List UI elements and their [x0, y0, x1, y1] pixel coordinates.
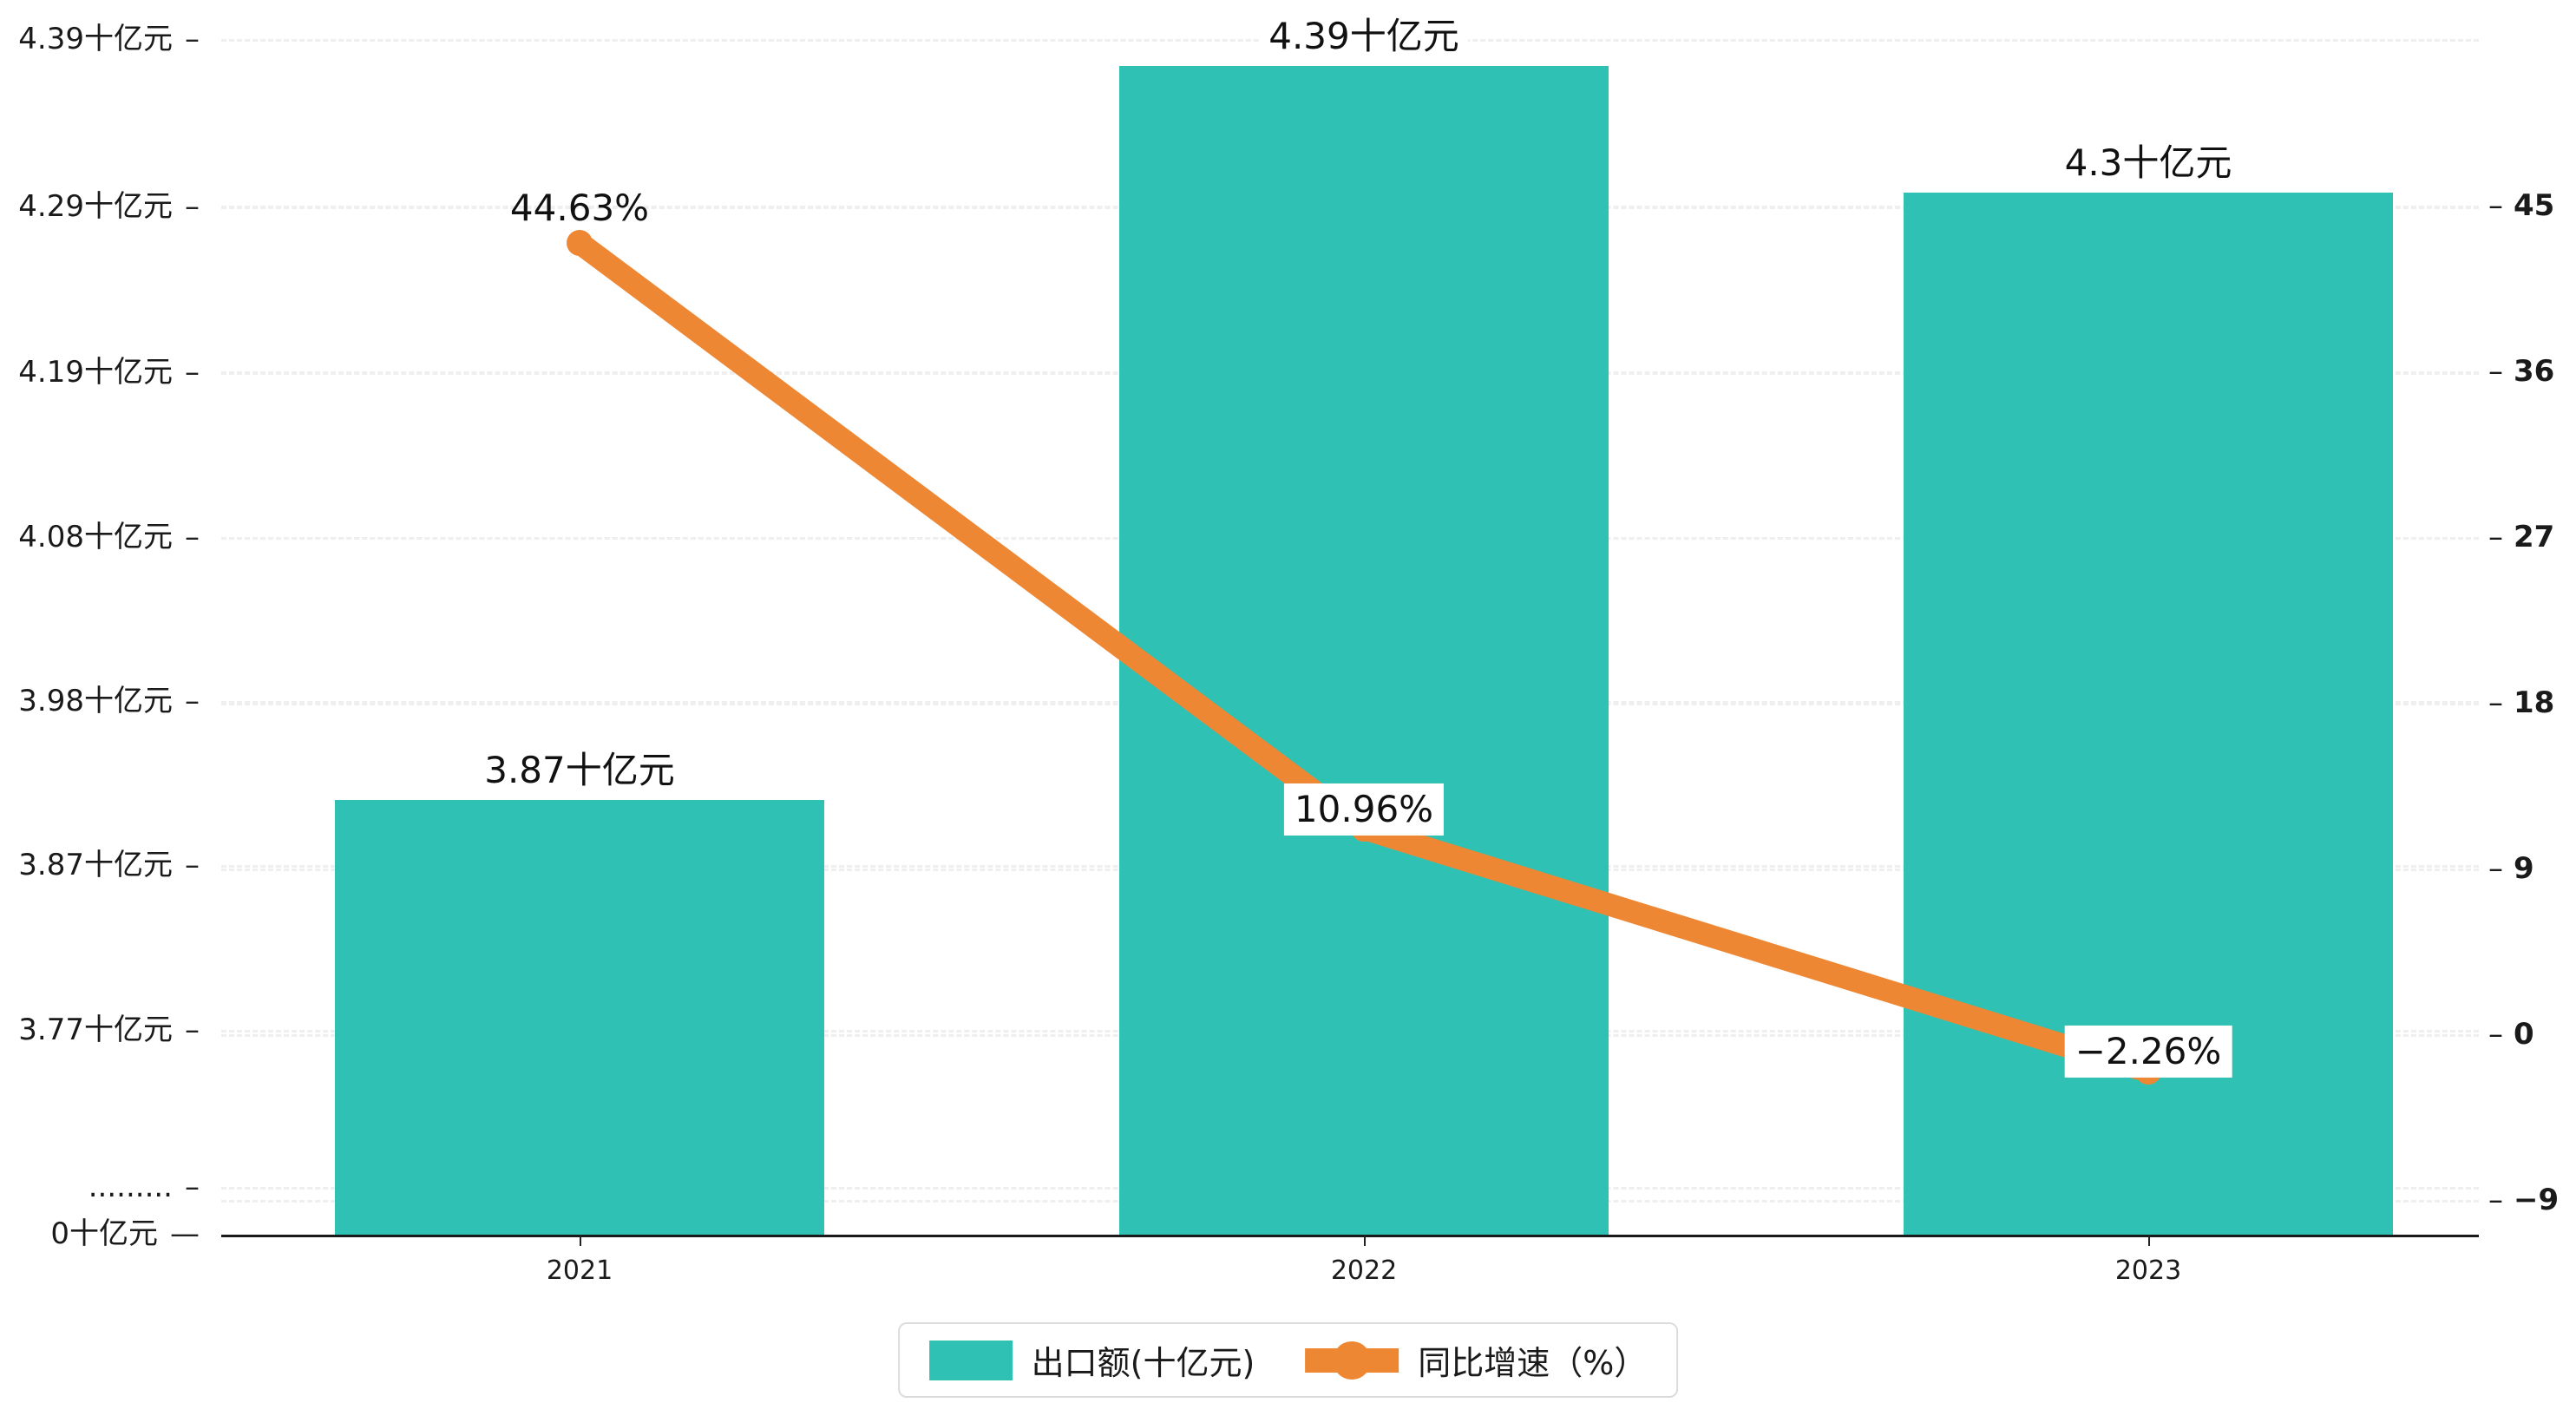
y-axis-left-tick: 4.08十亿元 – [18, 522, 200, 552]
tick-mark-icon: – [185, 1170, 200, 1204]
tick-mark-icon: – [185, 684, 200, 718]
y-axis-left-tick: 4.39十亿元 – [18, 24, 200, 54]
tick-mark-icon: – [185, 355, 200, 390]
line-value-label: −2.26% [2064, 1025, 2232, 1078]
y-axis-left-tick-label: ......... [88, 1170, 173, 1204]
y-axis-left-tick: 3.77十亿元 – [18, 1015, 200, 1045]
tick-mark-icon: – [185, 520, 200, 554]
y-axis-right-tick-label: 0 [2514, 1017, 2534, 1052]
y-axis-left-tick-label: 4.39十亿元 [18, 22, 173, 56]
tick-mark-icon: – [2488, 851, 2503, 886]
line-value-label: 44.63% [509, 186, 650, 229]
y-axis-right-tick: –45 [2488, 191, 2554, 220]
tick-mark-icon: – [2488, 354, 2503, 389]
legend[interactable]: 出口额(十亿元) 同比增速（%） [897, 1322, 1679, 1398]
y-axis-right-tick: –18 [2488, 688, 2554, 718]
y-axis-right-tick: –27 [2488, 522, 2554, 552]
y-axis-right-tick: –36 [2488, 357, 2554, 386]
y-axis-right-tick: –9 [2488, 854, 2534, 883]
y-axis-left-tick: 4.19十亿元 – [18, 357, 200, 387]
y-axis-right-tick: –0 [2488, 1019, 2534, 1049]
legend-item-bar[interactable]: 出口额(十亿元) [928, 1336, 1255, 1384]
tick-mark-icon: – [2488, 1183, 2503, 1217]
bar-value-label: 4.3十亿元 [2055, 139, 2241, 192]
x-axis-tick-mark [1364, 1235, 1366, 1246]
y-axis-left-tick-label: 3.98十亿元 [18, 684, 173, 718]
tick-mark-icon: — [170, 1216, 200, 1251]
legend-label-bar: 出口额(十亿元) [1031, 1344, 1255, 1382]
y-axis-right-tick-label: −9 [2514, 1183, 2560, 1217]
tick-mark-icon: – [2488, 1017, 2503, 1052]
tick-mark-icon: – [2488, 188, 2503, 223]
bar[interactable] [1119, 66, 1609, 1235]
y-axis-right-tick-label: 27 [2514, 520, 2555, 554]
y-axis-left-tick-label: 4.29十亿元 [18, 189, 173, 224]
x-axis-tick-mark [580, 1235, 581, 1246]
x-axis-tick-mark [2148, 1235, 2150, 1246]
y-axis-left-tick-label: 0十亿元 [50, 1216, 158, 1251]
y-axis-left-tick: 0十亿元 — [50, 1219, 200, 1249]
y-axis-right-tick-label: 36 [2514, 354, 2555, 389]
tick-mark-icon: – [185, 848, 200, 882]
line-value-label: 10.96% [1283, 783, 1445, 836]
tick-mark-icon: – [2488, 520, 2503, 554]
y-axis-left-tick: 3.98十亿元 – [18, 686, 200, 716]
bar-swatch-icon [928, 1340, 1013, 1380]
y-axis-right-tick-label: 18 [2514, 685, 2555, 720]
x-axis-tick-label: 2022 [1330, 1255, 1398, 1286]
y-axis-left-tick: 3.87十亿元 – [18, 850, 200, 880]
y-axis-left-tick-label: 4.08十亿元 [18, 520, 173, 554]
bar-value-label: 3.87十亿元 [475, 746, 684, 799]
legend-item-line[interactable]: 同比增速（%） [1305, 1336, 1647, 1384]
tick-mark-icon: – [185, 22, 200, 56]
y-axis-left-tick-label: 4.19十亿元 [18, 355, 173, 390]
legend-label-line: 同比增速（%） [1418, 1344, 1648, 1382]
tick-mark-icon: – [2488, 685, 2503, 720]
y-axis-right-tick-label: 9 [2514, 851, 2534, 886]
y-axis-left-tick: ......... – [88, 1172, 200, 1202]
y-axis-left-tick-label: 3.87十亿元 [18, 848, 173, 882]
y-axis-right-tick: – −9 [2488, 1185, 2559, 1215]
y-axis-left-tick-label: 3.77十亿元 [18, 1013, 173, 1047]
x-axis-line [221, 1235, 2479, 1237]
y-axis-left-tick: 4.29十亿元 – [18, 192, 200, 221]
y-axis-right-tick-label: 45 [2514, 188, 2555, 223]
tick-mark-icon: – [185, 189, 200, 224]
bar[interactable] [1904, 193, 2393, 1235]
x-axis-tick-label: 2021 [546, 1255, 613, 1286]
tick-mark-icon: – [185, 1013, 200, 1047]
line-swatch-icon [1305, 1341, 1399, 1380]
bar-value-label: 4.39十亿元 [1260, 12, 1468, 65]
bar[interactable] [335, 800, 824, 1235]
x-axis-tick-label: 2023 [2114, 1255, 2182, 1286]
